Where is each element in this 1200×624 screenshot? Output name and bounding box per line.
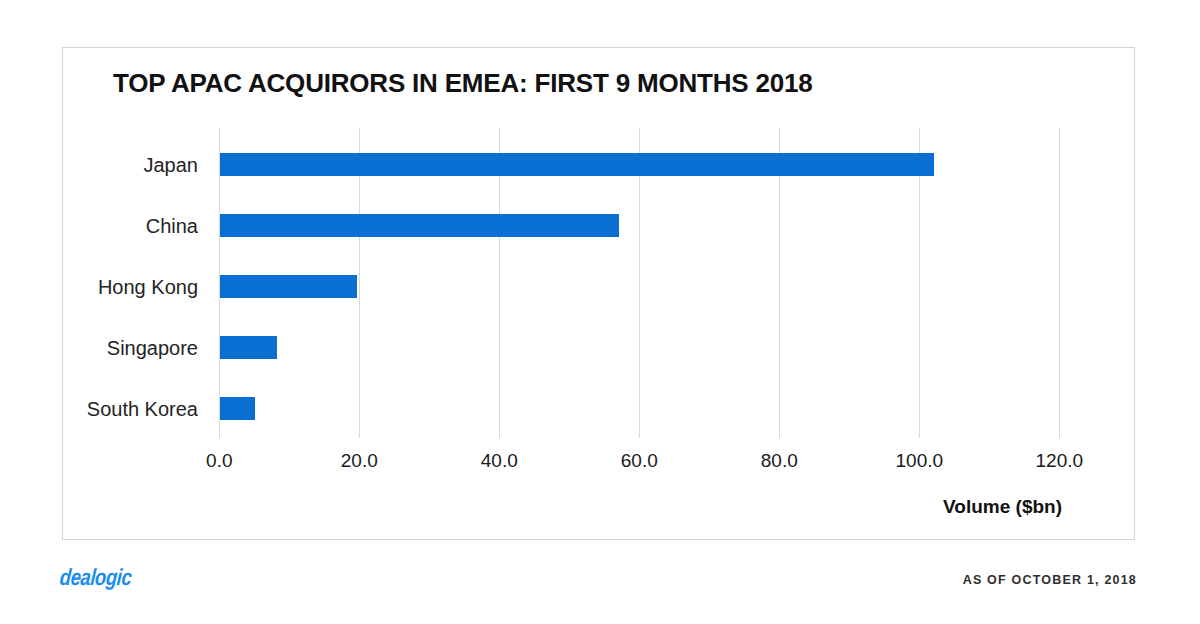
x-tick-label: 100.0 (879, 450, 959, 472)
x-tick-label: 80.0 (739, 450, 819, 472)
as-of-date: AS OF OCTOBER 1, 2018 (963, 573, 1137, 587)
bar-china (220, 214, 618, 237)
x-tick-label: 20.0 (319, 450, 399, 472)
x-tick-label: 40.0 (459, 450, 539, 472)
bar-hong-kong (220, 275, 357, 298)
bar-south-korea (220, 397, 254, 420)
gridline (1059, 128, 1060, 438)
bar-japan (220, 153, 934, 176)
category-label: China (63, 212, 198, 240)
bar-singapore (220, 336, 277, 359)
category-label: South Korea (63, 395, 198, 423)
x-axis-label: Volume ($bn) (943, 496, 1062, 518)
plot-area: Japan China Hong Kong Singapore South Korea 0… (63, 48, 1134, 539)
chart-card: TOP APAC ACQUIRORS IN EMEA: FIRST 9 MONT… (62, 47, 1135, 540)
dealogic-logo: dealogic (59, 564, 133, 591)
x-tick-label: 0.0 (179, 450, 259, 472)
category-label: Hong Kong (63, 273, 198, 301)
category-label: Singapore (63, 334, 198, 362)
x-tick-label: 60.0 (599, 450, 679, 472)
category-label: Japan (63, 151, 198, 179)
x-tick-label: 120.0 (1019, 450, 1099, 472)
